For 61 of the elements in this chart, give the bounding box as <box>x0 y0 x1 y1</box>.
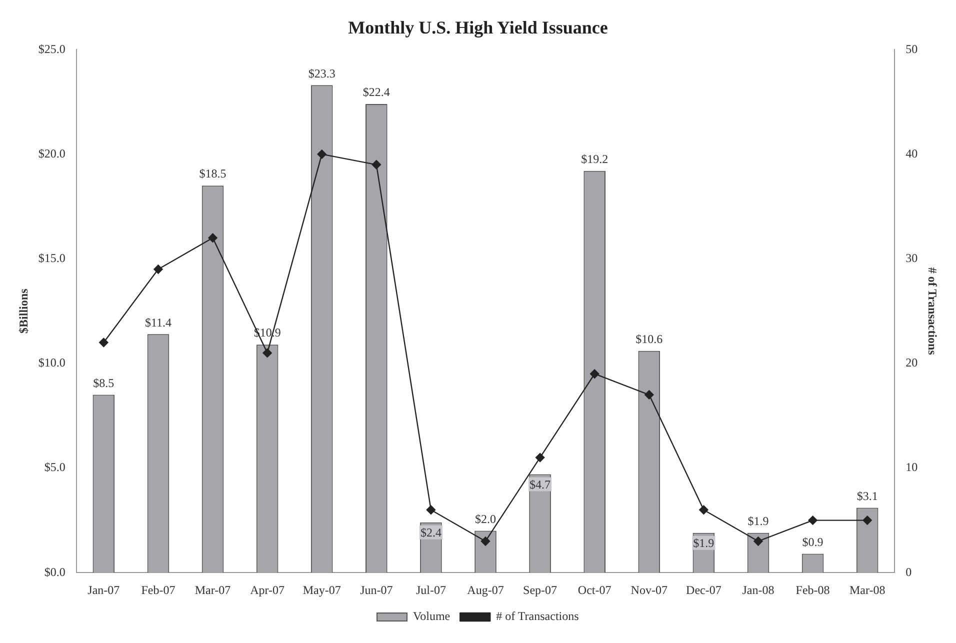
y2-tick-label: 10 <box>906 460 918 474</box>
x-tick-label: Jan-08 <box>742 582 774 597</box>
point <box>644 390 654 400</box>
point <box>372 160 382 170</box>
point <box>154 264 163 274</box>
x-tick-label: Jan-07 <box>88 582 120 597</box>
chart-title: Monthly U.S. High Yield Issuance <box>348 17 608 38</box>
y-tick-label: $15.0 <box>38 250 66 265</box>
data-label: $22.4 <box>362 85 390 100</box>
data-label: $1.9 <box>748 514 769 528</box>
y2-tick-label: 0 <box>906 564 912 579</box>
x-tick-label: Sep-07 <box>523 582 558 597</box>
y-tick-label: $0.0 <box>44 564 66 579</box>
x-tick-label: Oct-07 <box>578 582 612 597</box>
y2-tick-label: 20 <box>906 356 918 370</box>
x-tick-label: Mar-08 <box>849 582 886 597</box>
x-tick-label: Aug-07 <box>467 582 504 597</box>
data-label: $2.0 <box>475 512 496 526</box>
point <box>208 233 218 242</box>
legend-label: Volume <box>413 609 450 624</box>
y2-axis-title: # of Transactions <box>926 267 940 356</box>
point <box>590 369 600 378</box>
x-tick-label: May-07 <box>302 582 341 597</box>
point <box>317 150 326 159</box>
x-tick-label: Feb-08 <box>796 582 830 597</box>
y2-tick-label: 50 <box>906 42 918 56</box>
y2-tick-label: 30 <box>906 250 918 265</box>
data-label: $4.7 <box>530 477 551 492</box>
point <box>699 505 708 514</box>
y-tick-label: $5.0 <box>44 460 66 474</box>
data-label: $23.3 <box>308 66 336 80</box>
point <box>99 338 108 348</box>
x-tick-label: Apr-07 <box>250 582 285 597</box>
x-tick-label: Nov-07 <box>630 582 668 597</box>
x-tick-label: Mar-07 <box>194 582 231 597</box>
point <box>808 516 818 525</box>
point <box>426 505 436 514</box>
x-tick-label: Jun-07 <box>360 582 393 597</box>
x-tick-label: Dec-07 <box>686 582 722 597</box>
y-tick-label: $25.0 <box>38 42 66 56</box>
data-label: $3.1 <box>856 488 878 503</box>
data-label: $10.6 <box>636 332 663 346</box>
data-label: $1.9 <box>693 536 714 550</box>
legend-label: # of Transactions <box>496 609 580 624</box>
data-label: $11.4 <box>144 315 172 330</box>
y-axis-title: $Billions <box>16 288 30 334</box>
point <box>535 452 545 462</box>
point <box>862 516 872 525</box>
point <box>262 348 272 358</box>
data-label: $2.4 <box>420 526 442 540</box>
data-label: $19.2 <box>581 152 608 166</box>
point <box>480 536 490 546</box>
data-label: $0.9 <box>802 534 824 549</box>
data-label: $8.5 <box>93 376 114 390</box>
x-tick-label: Feb-07 <box>141 582 176 597</box>
point <box>754 536 763 546</box>
y-tick-label: $10.0 <box>38 356 66 370</box>
data-label: $18.5 <box>199 166 226 181</box>
y-tick-label: $20.0 <box>38 146 66 160</box>
y2-tick-label: 40 <box>906 146 918 160</box>
x-tick-label: Jul-07 <box>416 582 446 597</box>
